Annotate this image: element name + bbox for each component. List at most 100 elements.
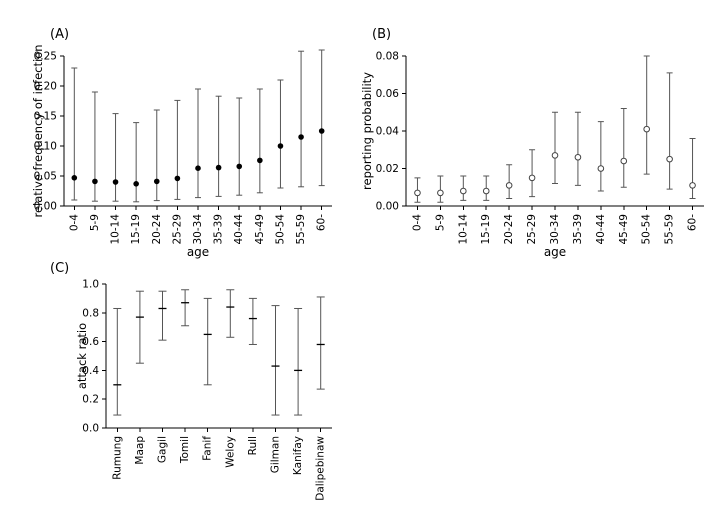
x-tick-label: 5-9 [434, 214, 446, 231]
y-axis-title: attack ratio [75, 323, 89, 389]
x-axis-title: age [187, 245, 209, 259]
x-tick-label: Maap [134, 436, 146, 465]
x-tick-label: 50-54 [641, 214, 653, 245]
data-point [298, 134, 304, 140]
x-tick-label: 0-4 [68, 214, 80, 231]
data-point [318, 128, 325, 134]
error-bar [91, 91, 98, 202]
x-tick-label: 35-39 [213, 214, 225, 245]
data-point [174, 175, 181, 182]
error-bar [620, 108, 627, 188]
error-bar [437, 175, 444, 203]
x-tick-label: Rull [247, 436, 259, 455]
error-bar [226, 289, 235, 338]
y-tick-label: 0.02 [376, 163, 399, 175]
error-bar [236, 97, 243, 196]
error-bar [574, 111, 581, 186]
data-point [92, 178, 98, 185]
x-tick-label: 40-44 [595, 214, 607, 245]
data-point [528, 174, 536, 182]
x-tick-label: 20-24 [151, 214, 163, 245]
x-tick-label: Rumung [111, 436, 123, 480]
y-tick-label: 0.06 [376, 88, 400, 100]
y-tick-label: 0.04 [376, 126, 400, 138]
x-tick-label: 55-59 [295, 214, 307, 245]
panel-label: (C) [50, 261, 69, 276]
x-tick-label: 45-49 [618, 214, 630, 245]
error-bar [689, 138, 696, 199]
x-tick-label: 60- [316, 214, 328, 231]
x-tick-label: Tomil [179, 436, 191, 464]
y-axis-title: relative frequency of infection [31, 44, 45, 217]
y-tick-label: 0.05 [34, 171, 57, 183]
data-point [666, 155, 673, 163]
x-tick-label: 45-49 [254, 214, 266, 245]
error-bar [316, 296, 325, 390]
panel-b-reporting-probability-plot: (B) reporting probability 0.00 0.02 0.04 0.06… [360, 12, 714, 264]
y-tick-label: 1.0 [82, 279, 99, 291]
y-tick-label: 0.25 [34, 51, 57, 63]
axes [105, 284, 332, 429]
y-tick-label: 0.4 [82, 365, 99, 377]
y-tick-label: 0.20 [34, 81, 57, 93]
data-point [71, 175, 78, 181]
error-bar [174, 99, 181, 200]
error-bar [298, 50, 305, 188]
y-tick-label: 0.6 [82, 336, 99, 348]
error-bar [248, 297, 257, 345]
x-tick-label: Fanif [202, 436, 214, 461]
data-point [597, 165, 605, 172]
error-bar [666, 72, 673, 190]
error-bar [113, 307, 122, 416]
x-tick-label: Gagil [157, 436, 169, 463]
y-axis-title: reporting probability [360, 72, 374, 190]
error-bar [133, 122, 140, 203]
data-point [112, 179, 119, 185]
x-tick-label: 10-14 [110, 214, 122, 245]
attack-ratio-by-village-svg: (C) attack ratio 0.0 0.2 0.4 0.6 0.8 1.0 Rumung M… [50, 261, 332, 501]
data-point [689, 182, 696, 189]
error-bar [506, 164, 513, 199]
x-axis-title: age [544, 245, 566, 259]
x-tick-label: Weloy [224, 436, 236, 468]
error-bar [135, 290, 144, 364]
error-bar [158, 290, 167, 341]
x-tick-label: 15-19 [480, 214, 492, 245]
y-tick-label: 0.00 [34, 201, 57, 213]
x-tick-label: 30-34 [549, 214, 561, 245]
y-tick-label: 0.08 [376, 51, 399, 63]
data-point [133, 181, 139, 187]
error-bar [552, 111, 558, 184]
y-tick-label: 0.00 [376, 201, 399, 213]
error-bar [215, 95, 222, 197]
error-bar [318, 49, 325, 187]
error-bar [529, 149, 536, 198]
x-tick-label: 5-9 [89, 214, 101, 231]
data-point [551, 152, 559, 159]
x-tick-label: 60- [687, 214, 699, 231]
x-tick-label: 35-39 [572, 214, 584, 245]
x-tick-label: 10-14 [457, 214, 469, 245]
data-point [153, 178, 160, 185]
data-point [437, 189, 444, 197]
x-tick-label: 50-54 [274, 214, 286, 245]
error-bar [256, 88, 263, 194]
x-tick-label: 15-19 [130, 214, 142, 245]
error-bar [153, 109, 160, 202]
data-point [482, 187, 490, 195]
y-tick-label: 0.15 [34, 111, 57, 123]
x-tick-label: 55-59 [664, 214, 676, 245]
panel-label: (B) [372, 27, 391, 42]
error-bar [294, 307, 303, 416]
panel-label: (A) [50, 27, 69, 42]
data-point [257, 157, 263, 164]
y-tick-label: 0.0 [82, 423, 99, 435]
error-bar [597, 121, 604, 192]
error-bar [271, 305, 280, 416]
y-tick-label: 0.2 [82, 394, 99, 406]
error-bar [643, 55, 650, 175]
data-point [215, 164, 222, 171]
data-point [574, 153, 582, 161]
